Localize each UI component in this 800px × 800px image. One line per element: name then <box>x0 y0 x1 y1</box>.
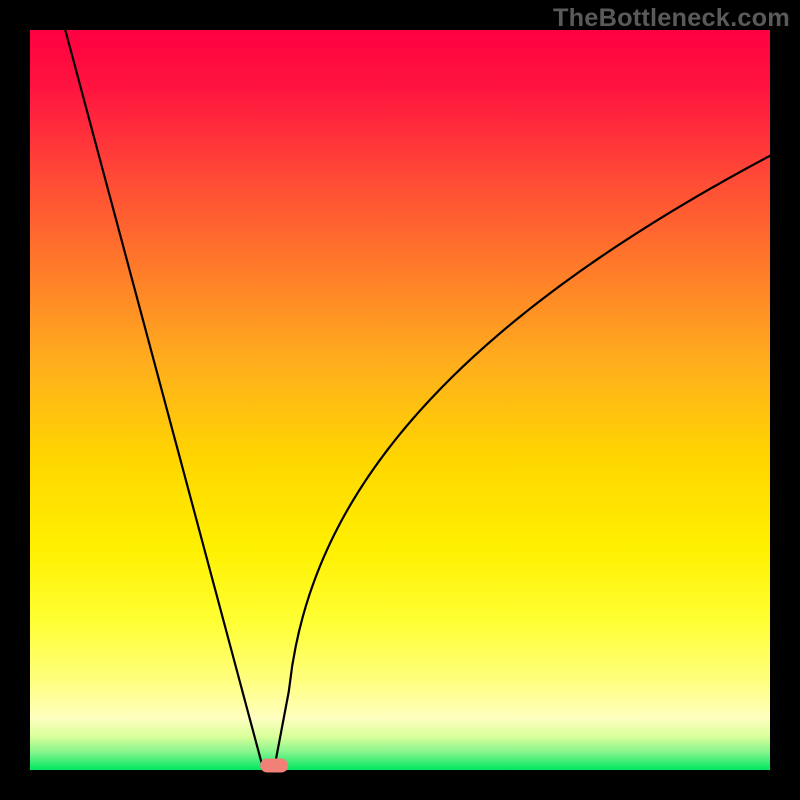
minimum-marker <box>260 759 288 773</box>
plot-area <box>30 30 770 770</box>
watermark-text: TheBottleneck.com <box>553 4 790 33</box>
bottleneck-chart <box>0 0 800 800</box>
